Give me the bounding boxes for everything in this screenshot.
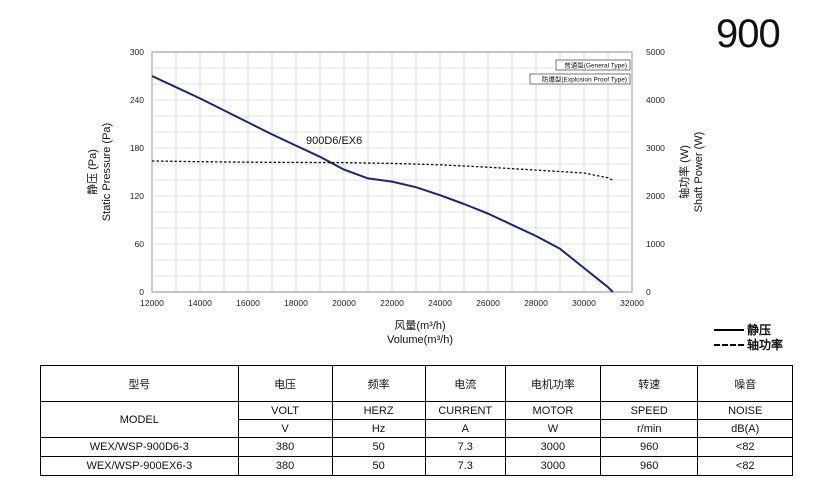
- y2-axis-ticks: 0 1000 2000 3000 4000 5000: [646, 47, 665, 297]
- y-tick-label: 120: [130, 191, 144, 201]
- legend-dash-swatch: [714, 343, 744, 346]
- x-tick-label: 24000: [428, 298, 452, 308]
- th-current-en: CURRENT: [424, 401, 506, 420]
- box-legend-explosion: 防爆型(Explosion Proof Type): [542, 75, 627, 84]
- y-tick-label: 60: [135, 239, 145, 249]
- page-title: 900: [716, 12, 781, 56]
- cell-current: 7.3: [424, 456, 506, 476]
- y-tick-label: 0: [139, 287, 144, 297]
- chart-grid: [151, 51, 633, 293]
- th-model-en: MODEL: [40, 401, 239, 438]
- table-row: WEX/WSP-900EX6-3 380 50 7.3 3000 960 <82: [40, 456, 793, 476]
- x-tick-label: 14000: [188, 298, 212, 308]
- table-header-cn-row: 型号 电压 频率 电流 电机功率 转速 噪音: [40, 365, 793, 402]
- performance-chart: 12000 14000 16000 18000 20000 22000 24000 26000…: [85, 47, 705, 346]
- box-legend-general-frame: [555, 59, 631, 71]
- unit-herz: Hz: [331, 419, 426, 438]
- y-axis-label-en: Static Pressure (Pa): [101, 123, 113, 221]
- cell-model: WEX/WSP-900D6-3: [40, 437, 239, 457]
- unit-noise: dB(A): [697, 419, 793, 438]
- cell-herz: 50: [331, 456, 426, 476]
- y2-tick-label: 1000: [646, 239, 665, 249]
- y2-axis-label-cn: 轴功率 (W): [677, 145, 691, 199]
- unit-current: A: [424, 419, 506, 438]
- th-motor-cn: 电机功率: [504, 365, 601, 402]
- legend-item-static-pressure: 静压: [714, 322, 783, 337]
- cell-model: WEX/WSP-900EX6-3: [40, 456, 239, 476]
- legend-solid-swatch: [714, 328, 744, 331]
- x-tick-label: 16000: [236, 298, 260, 308]
- unit-motor: W: [504, 419, 601, 438]
- table-row: WEX/WSP-900D6-3 380 50 7.3 3000 960 <82: [40, 437, 793, 457]
- box-legend: 普通型(General Type) 防爆型(Explosion Proof Ty…: [529, 59, 631, 85]
- x-tick-label: 12000: [140, 298, 164, 308]
- chart-legend: 静压 轴功率: [714, 322, 783, 352]
- x-axis-label-en: Volume(m³/h): [387, 334, 453, 346]
- unit-volt: V: [237, 419, 333, 438]
- y-axis-label-group: 静压 (Pa) Static Pressure (Pa): [85, 123, 113, 221]
- y2-tick-label: 0: [646, 287, 651, 297]
- th-speed-en: SPEED: [599, 401, 699, 420]
- y2-tick-label: 2000: [646, 191, 665, 201]
- y-tick-label: 300: [130, 47, 144, 57]
- cell-motor: 3000: [504, 456, 601, 476]
- x-tick-label: 26000: [476, 298, 500, 308]
- box-legend-general: 普通型(General Type): [564, 61, 627, 70]
- y2-axis-label-group: 轴功率 (W) Shaft Power (W): [677, 132, 705, 213]
- y-tick-label: 240: [130, 95, 144, 105]
- x-tick-label: 18000: [284, 298, 308, 308]
- th-herz-en: HERZ: [331, 401, 426, 420]
- cell-current: 7.3: [424, 437, 506, 457]
- y2-axis-label-en: Shaft Power (W): [693, 132, 705, 213]
- curve-label: 900D6/EX6: [306, 135, 362, 147]
- th-volt-cn: 电压: [237, 365, 333, 402]
- th-model-cn: 型号: [40, 365, 239, 402]
- th-noise-cn: 噪音: [697, 365, 793, 402]
- spec-table: 型号 电压 频率 电流 电机功率 转速 噪音 MODEL VOLT HERZ C…: [40, 365, 793, 476]
- legend-solid-label: 静压: [747, 323, 772, 337]
- x-tick-label: 30000: [572, 298, 596, 308]
- unit-speed: r/min: [599, 419, 699, 438]
- box-legend-explosion-frame: [529, 73, 631, 85]
- cell-volt: 380: [237, 437, 333, 457]
- table-header-en-row: MODEL VOLT HERZ CURRENT MOTOR SPEED NOIS…: [40, 401, 793, 438]
- cell-volt: 380: [237, 456, 333, 476]
- cell-motor: 3000: [504, 437, 601, 457]
- y-axis-ticks: 0 60 120 180 240 300: [130, 47, 144, 297]
- cell-speed: 960: [599, 437, 699, 457]
- y-axis-label-cn: 静压 (Pa): [85, 149, 99, 195]
- x-axis-ticks: 12000 14000 16000 18000 20000 22000 24000 26000…: [140, 298, 644, 308]
- x-axis-label-cn: 风量(m³/h): [394, 319, 445, 332]
- x-tick-label: 22000: [380, 298, 404, 308]
- y-tick-label: 180: [130, 143, 144, 153]
- y2-tick-label: 5000: [646, 47, 665, 57]
- x-tick-label: 32000: [620, 298, 644, 308]
- cell-noise: <82: [697, 437, 793, 457]
- y2-tick-label: 4000: [646, 95, 665, 105]
- th-herz-cn: 频率: [331, 365, 426, 402]
- series-static-pressure: [151, 75, 614, 293]
- chart-series: [151, 75, 614, 293]
- legend-dash-label: 轴功率: [747, 338, 784, 352]
- th-noise-en: NOISE: [697, 401, 793, 420]
- x-tick-label: 20000: [332, 298, 356, 308]
- th-current-cn: 电流: [424, 365, 506, 402]
- legend-item-shaft-power: 轴功率: [714, 337, 783, 352]
- y2-tick-label: 3000: [646, 143, 665, 153]
- cell-herz: 50: [331, 437, 426, 457]
- th-speed-cn: 转速: [599, 365, 699, 402]
- th-volt-en: VOLT: [237, 401, 333, 420]
- cell-speed: 960: [599, 456, 699, 476]
- th-motor-en: MOTOR: [504, 401, 601, 420]
- cell-noise: <82: [697, 456, 793, 476]
- x-tick-label: 28000: [524, 298, 548, 308]
